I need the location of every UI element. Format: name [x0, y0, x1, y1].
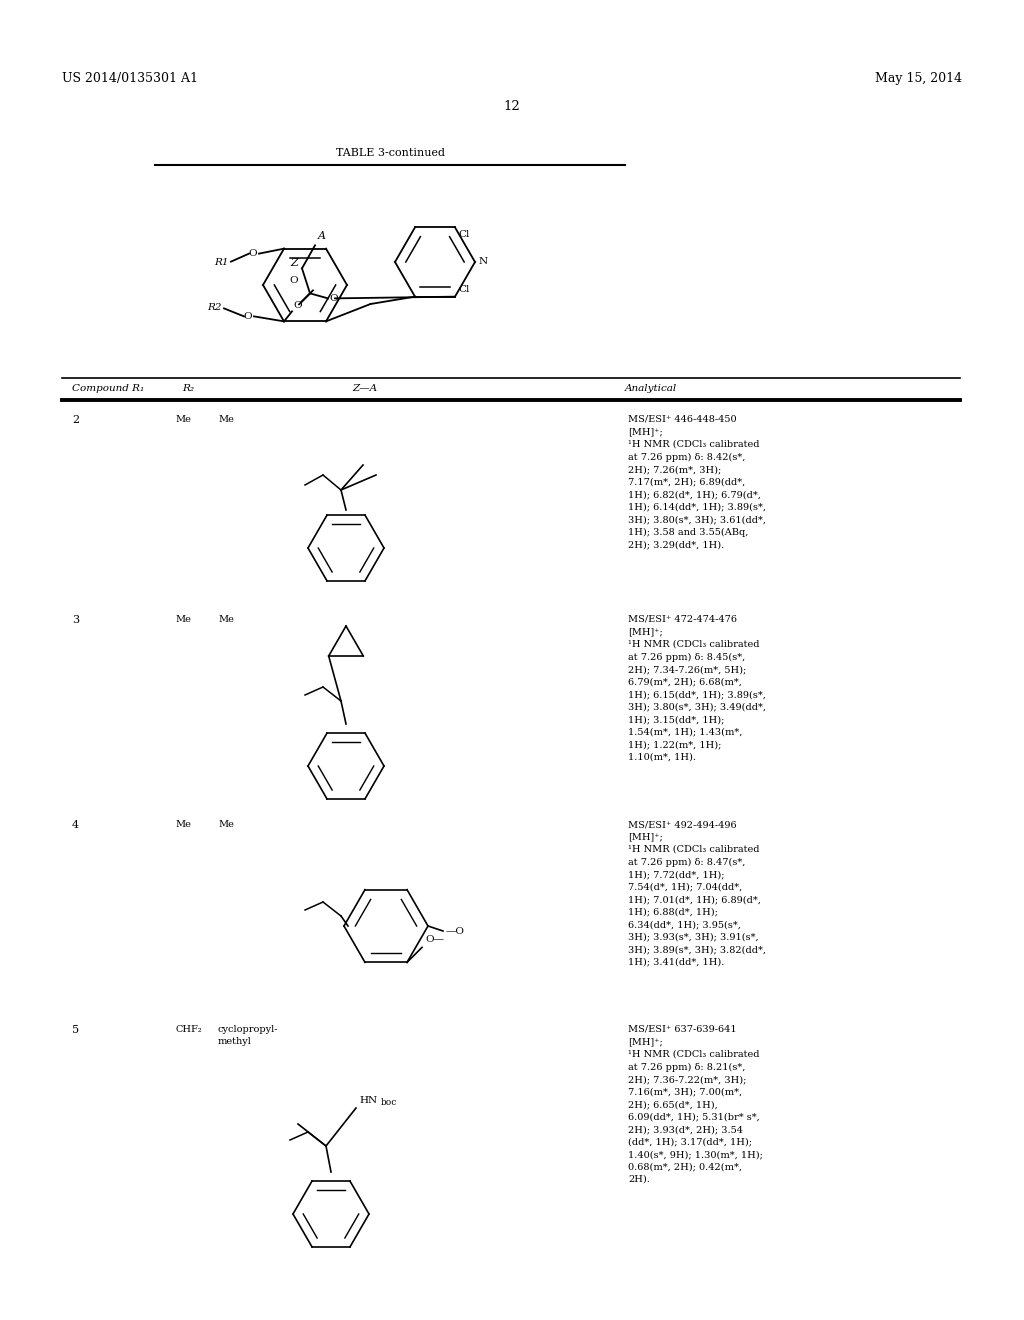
Text: 6.09(dd*, 1H); 5.31(br* s*,: 6.09(dd*, 1H); 5.31(br* s*,	[628, 1113, 760, 1122]
Text: boc: boc	[381, 1098, 397, 1107]
Text: 6.79(m*, 2H); 6.68(m*,: 6.79(m*, 2H); 6.68(m*,	[628, 677, 741, 686]
Text: 1H); 1.22(m*, 1H);: 1H); 1.22(m*, 1H);	[628, 741, 721, 748]
Text: 4: 4	[72, 820, 79, 830]
Text: 3H); 3.80(s*, 3H); 3.49(dd*,: 3H); 3.80(s*, 3H); 3.49(dd*,	[628, 702, 766, 711]
Text: [MH]⁺;: [MH]⁺;	[628, 428, 663, 437]
Text: 2H).: 2H).	[628, 1175, 650, 1184]
Text: 1.40(s*, 9H); 1.30(m*, 1H);: 1.40(s*, 9H); 1.30(m*, 1H);	[628, 1150, 763, 1159]
Text: —O: —O	[446, 928, 465, 936]
Text: ¹H NMR (CDCl₃ calibrated: ¹H NMR (CDCl₃ calibrated	[628, 640, 760, 649]
Text: R2: R2	[208, 302, 222, 312]
Text: N: N	[479, 257, 488, 267]
Text: O: O	[290, 276, 298, 285]
Text: HN: HN	[359, 1096, 377, 1105]
Text: at 7.26 ppm) δ: 8.42(s*,: at 7.26 ppm) δ: 8.42(s*,	[628, 453, 745, 462]
Text: 2H); 7.34-7.26(m*, 5H);: 2H); 7.34-7.26(m*, 5H);	[628, 665, 746, 675]
Text: 2H); 6.65(d*, 1H),: 2H); 6.65(d*, 1H),	[628, 1100, 718, 1109]
Text: 2: 2	[72, 414, 79, 425]
Text: 1.10(m*, 1H).: 1.10(m*, 1H).	[628, 752, 696, 762]
Text: Compound R₁: Compound R₁	[72, 384, 144, 393]
Text: Me: Me	[218, 615, 233, 624]
Text: at 7.26 ppm) δ: 8.21(s*,: at 7.26 ppm) δ: 8.21(s*,	[628, 1063, 745, 1072]
Text: Me: Me	[218, 820, 233, 829]
Text: 1H); 3.41(dd*, 1H).: 1H); 3.41(dd*, 1H).	[628, 957, 724, 966]
Text: 3: 3	[72, 615, 79, 624]
Text: O—: O—	[425, 936, 444, 944]
Text: CHF₂: CHF₂	[175, 1026, 202, 1034]
Text: A: A	[318, 231, 326, 242]
Text: 1H); 7.01(d*, 1H); 6.89(d*,: 1H); 7.01(d*, 1H); 6.89(d*,	[628, 895, 761, 904]
Text: Me: Me	[175, 615, 190, 624]
Text: 2H); 7.36-7.22(m*, 3H);: 2H); 7.36-7.22(m*, 3H);	[628, 1074, 746, 1084]
Text: May 15, 2014: May 15, 2014	[874, 73, 962, 84]
Text: 1H); 6.82(d*, 1H); 6.79(d*,: 1H); 6.82(d*, 1H); 6.79(d*,	[628, 490, 761, 499]
Text: 6.34(dd*, 1H); 3.95(s*,: 6.34(dd*, 1H); 3.95(s*,	[628, 920, 741, 929]
Text: MS/ESI⁺ 637-639-641: MS/ESI⁺ 637-639-641	[628, 1026, 736, 1034]
Text: O: O	[329, 294, 338, 302]
Text: TABLE 3-continued: TABLE 3-continued	[336, 148, 444, 158]
Text: 7.17(m*, 2H); 6.89(dd*,: 7.17(m*, 2H); 6.89(dd*,	[628, 478, 745, 487]
Text: 12: 12	[504, 100, 520, 114]
Text: Cl: Cl	[458, 231, 469, 239]
Text: 2H); 3.93(d*, 2H); 3.54: 2H); 3.93(d*, 2H); 3.54	[628, 1125, 743, 1134]
Text: 3H); 3.93(s*, 3H); 3.91(s*,: 3H); 3.93(s*, 3H); 3.91(s*,	[628, 932, 759, 941]
Text: 1H); 6.15(dd*, 1H); 3.89(s*,: 1H); 6.15(dd*, 1H); 3.89(s*,	[628, 690, 766, 700]
Text: at 7.26 ppm) δ: 8.47(s*,: at 7.26 ppm) δ: 8.47(s*,	[628, 858, 745, 867]
Text: Analytical: Analytical	[625, 384, 677, 393]
Text: Cl: Cl	[458, 285, 469, 293]
Text: R1: R1	[214, 259, 229, 267]
Text: MS/ESI⁺ 446-448-450: MS/ESI⁺ 446-448-450	[628, 414, 736, 424]
Text: 5: 5	[72, 1026, 79, 1035]
Text: ¹H NMR (CDCl₃ calibrated: ¹H NMR (CDCl₃ calibrated	[628, 845, 760, 854]
Text: O: O	[244, 312, 252, 321]
Text: 1.54(m*, 1H); 1.43(m*,: 1.54(m*, 1H); 1.43(m*,	[628, 727, 742, 737]
Text: 2H); 3.29(dd*, 1H).: 2H); 3.29(dd*, 1H).	[628, 540, 724, 549]
Text: MS/ESI⁺ 472-474-476: MS/ESI⁺ 472-474-476	[628, 615, 737, 624]
Text: R₂: R₂	[182, 384, 194, 393]
Text: cyclopropyl-
methyl: cyclopropyl- methyl	[218, 1026, 279, 1047]
Text: 7.16(m*, 3H); 7.00(m*,: 7.16(m*, 3H); 7.00(m*,	[628, 1088, 742, 1097]
Text: at 7.26 ppm) δ: 8.45(s*,: at 7.26 ppm) δ: 8.45(s*,	[628, 652, 745, 661]
Text: 1H); 3.58 and 3.55(ABq,: 1H); 3.58 and 3.55(ABq,	[628, 528, 749, 537]
Text: 1H); 7.72(dd*, 1H);: 1H); 7.72(dd*, 1H);	[628, 870, 725, 879]
Text: Me: Me	[175, 820, 190, 829]
Text: 3H); 3.89(s*, 3H); 3.82(dd*,: 3H); 3.89(s*, 3H); 3.82(dd*,	[628, 945, 766, 954]
Text: US 2014/0135301 A1: US 2014/0135301 A1	[62, 73, 198, 84]
Text: MS/ESI⁺ 492-494-496: MS/ESI⁺ 492-494-496	[628, 820, 736, 829]
Text: Me: Me	[218, 414, 233, 424]
Text: O: O	[293, 301, 302, 310]
Text: 1H); 6.88(d*, 1H);: 1H); 6.88(d*, 1H);	[628, 908, 718, 916]
Text: 7.54(d*, 1H); 7.04(dd*,: 7.54(d*, 1H); 7.04(dd*,	[628, 883, 742, 891]
Text: 3H); 3.80(s*, 3H); 3.61(dd*,: 3H); 3.80(s*, 3H); 3.61(dd*,	[628, 515, 766, 524]
Text: [MH]⁺;: [MH]⁺;	[628, 627, 663, 636]
Text: [MH]⁺;: [MH]⁺;	[628, 1038, 663, 1047]
Text: (dd*, 1H); 3.17(dd*, 1H);: (dd*, 1H); 3.17(dd*, 1H);	[628, 1138, 752, 1147]
Text: 1H); 6.14(dd*, 1H); 3.89(s*,: 1H); 6.14(dd*, 1H); 3.89(s*,	[628, 503, 766, 511]
Text: 0.68(m*, 2H); 0.42(m*,: 0.68(m*, 2H); 0.42(m*,	[628, 1163, 742, 1172]
Text: Me: Me	[175, 414, 190, 424]
Text: ¹H NMR (CDCl₃ calibrated: ¹H NMR (CDCl₃ calibrated	[628, 440, 760, 449]
Text: ¹H NMR (CDCl₃ calibrated: ¹H NMR (CDCl₃ calibrated	[628, 1049, 760, 1059]
Text: 2H); 7.26(m*, 3H);: 2H); 7.26(m*, 3H);	[628, 465, 721, 474]
Text: O: O	[249, 249, 257, 259]
Text: Z—A: Z—A	[352, 384, 378, 393]
Text: [MH]⁺;: [MH]⁺;	[628, 833, 663, 842]
Text: 1H); 3.15(dd*, 1H);: 1H); 3.15(dd*, 1H);	[628, 715, 724, 723]
Text: Z: Z	[290, 259, 298, 268]
